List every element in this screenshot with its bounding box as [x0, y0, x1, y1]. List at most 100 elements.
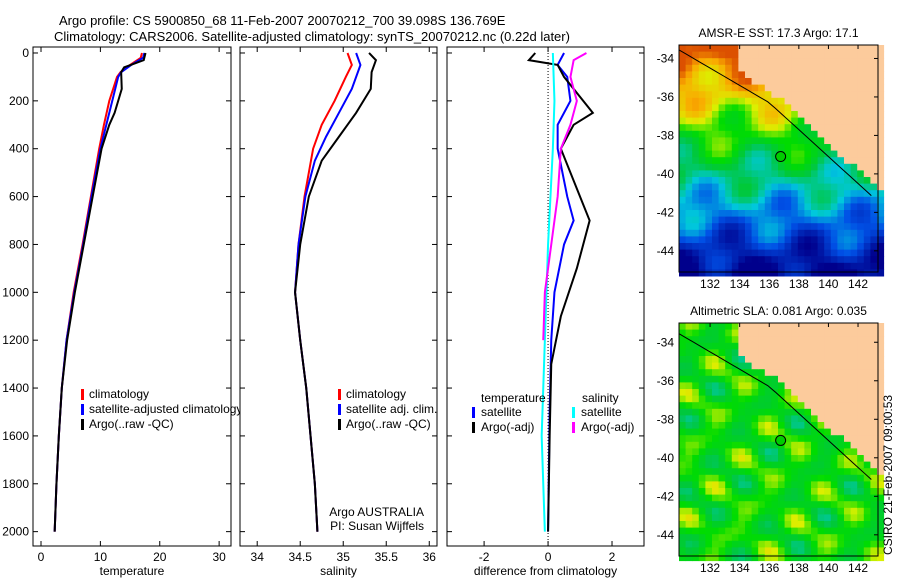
- map-cell: [784, 336, 792, 344]
- map-cell: [791, 521, 799, 529]
- map-cell: [797, 97, 805, 105]
- map-cell: [764, 395, 772, 403]
- map-cell: [771, 481, 779, 489]
- map-cell: [758, 190, 766, 198]
- map-cell: [824, 488, 832, 496]
- map-cell: [863, 150, 871, 158]
- map-cell: [877, 362, 885, 370]
- map-cell: [870, 349, 878, 357]
- map-cell: [857, 455, 865, 463]
- map-cell: [811, 236, 819, 244]
- map-cell: [791, 395, 799, 403]
- map-cell: [685, 441, 693, 449]
- map-cell: [771, 547, 779, 555]
- map-cell: [870, 150, 878, 158]
- map-cell: [685, 243, 693, 251]
- map-cell: [692, 124, 700, 132]
- map-cell: [705, 356, 713, 364]
- map-cell: [679, 342, 687, 350]
- map-cell: [817, 547, 825, 555]
- map-cell: [692, 474, 700, 482]
- map-cell: [850, 408, 858, 416]
- map-cell: [698, 256, 706, 264]
- map-cell: [731, 64, 739, 72]
- map-cell: [870, 256, 878, 264]
- map-cell: [830, 415, 838, 423]
- map-cell: [679, 58, 687, 66]
- map-cell: [712, 45, 720, 53]
- map-cell: [811, 534, 819, 542]
- map-cell: [837, 488, 845, 496]
- map-cell: [811, 395, 819, 403]
- map-cell: [850, 481, 858, 489]
- map-cell: [811, 203, 819, 211]
- map-cell: [811, 349, 819, 357]
- map-cell: [712, 183, 720, 191]
- map-cell: [784, 45, 792, 53]
- map-cell: [718, 243, 726, 251]
- map-cell: [877, 356, 885, 364]
- map-cell: [738, 78, 746, 86]
- map-cell: [804, 448, 812, 456]
- map-cell: [731, 547, 739, 555]
- map-cell: [758, 262, 766, 270]
- map-cell: [844, 58, 852, 66]
- map-cell: [817, 356, 825, 364]
- map-cell: [804, 422, 812, 430]
- map-cell: [718, 356, 726, 364]
- map-cell: [705, 97, 713, 105]
- map-cell: [877, 428, 885, 436]
- map-cell: [791, 137, 799, 145]
- map-cell: [870, 91, 878, 99]
- map-cell: [718, 196, 726, 204]
- map-cell: [771, 336, 779, 344]
- map-cell: [771, 521, 779, 529]
- map-cell: [797, 488, 805, 496]
- argo-float-marker: [775, 434, 787, 446]
- map-cell: [797, 150, 805, 158]
- map-cell: [731, 455, 739, 463]
- map-cell: [685, 474, 693, 482]
- map-cell: [837, 223, 845, 231]
- map-cell: [698, 534, 706, 542]
- map-cell: [857, 356, 865, 364]
- map-cell: [758, 540, 766, 548]
- map-cell: [738, 422, 746, 430]
- map-cell: [804, 547, 812, 555]
- map-cell: [698, 362, 706, 370]
- map-cell: [877, 91, 885, 99]
- map-cell: [712, 210, 720, 218]
- map-cell: [837, 540, 845, 548]
- map-cell: [731, 203, 739, 211]
- map-cell: [712, 91, 720, 99]
- map-cell: [705, 91, 713, 99]
- map-cell: [870, 507, 878, 515]
- map-cell: [692, 91, 700, 99]
- map-cell: [698, 342, 706, 350]
- map-cell: [758, 45, 766, 53]
- map-cell: [679, 84, 687, 92]
- map-cell: [738, 408, 746, 416]
- map-cell: [712, 78, 720, 86]
- map-cell: [844, 203, 852, 211]
- map-cell: [751, 540, 759, 548]
- map-cell: [725, 97, 733, 105]
- map-cell: [771, 428, 779, 436]
- lon-tick-label: 132: [700, 561, 720, 575]
- map-cell: [784, 342, 792, 350]
- map-cell: [830, 262, 838, 270]
- map-cell: [817, 111, 825, 119]
- map-cell: [778, 494, 786, 502]
- map-cell: [791, 183, 799, 191]
- map-cell: [824, 236, 832, 244]
- map-cell: [718, 481, 726, 489]
- map-cell: [850, 210, 858, 218]
- map-cell: [738, 488, 746, 496]
- map-cell: [804, 369, 812, 377]
- map-cell: [877, 468, 885, 476]
- map-cell: [784, 64, 792, 72]
- map-cell: [745, 422, 753, 430]
- map-cell: [685, 64, 693, 72]
- map-cell: [863, 547, 871, 555]
- map-cell: [811, 514, 819, 522]
